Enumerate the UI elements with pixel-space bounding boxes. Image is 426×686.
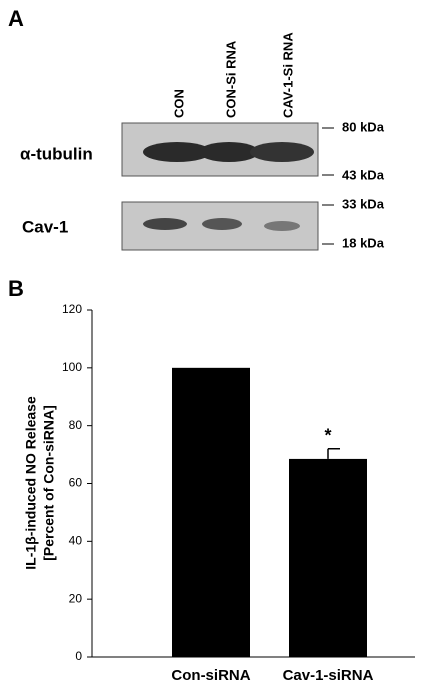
- y-axis-label: IL-1β-induced NO Release: [23, 396, 39, 570]
- y-tick-label: 120: [62, 302, 82, 316]
- marker-label: 18 kDa: [342, 235, 385, 250]
- significance-marker: *: [324, 426, 331, 446]
- y-tick-label: 40: [69, 534, 83, 548]
- band: [143, 142, 211, 162]
- row-label: α-tubulin: [20, 144, 93, 163]
- band: [202, 218, 242, 230]
- bar: [172, 367, 250, 657]
- x-tick-label: Con-siRNA: [171, 667, 250, 684]
- x-tick-label: Cav-1-siRNA: [283, 667, 374, 684]
- y-tick-label: 60: [69, 476, 83, 490]
- marker-label: 80 kDa: [342, 119, 385, 134]
- y-tick-label: 80: [69, 418, 83, 432]
- bar: [289, 458, 367, 657]
- panel-label: B: [8, 276, 24, 301]
- marker-label: 33 kDa: [342, 196, 385, 211]
- band: [143, 218, 187, 230]
- lane-label: CAV-1-Si RNA: [280, 32, 295, 118]
- lane-label: CON-Si RNA: [223, 40, 238, 118]
- lane-label: CON: [171, 89, 186, 118]
- marker-label: 43 kDa: [342, 167, 385, 182]
- y-tick-label: 100: [62, 360, 82, 374]
- band: [199, 142, 259, 162]
- y-tick-label: 0: [75, 649, 82, 663]
- panel-label: A: [8, 6, 24, 31]
- error-bar: [327, 448, 340, 459]
- row-label: Cav-1: [22, 217, 68, 236]
- y-tick-label: 20: [69, 591, 83, 605]
- y-axis-label: [Percent of Con-siRNA]: [41, 405, 57, 561]
- band: [250, 142, 314, 162]
- band: [264, 221, 300, 231]
